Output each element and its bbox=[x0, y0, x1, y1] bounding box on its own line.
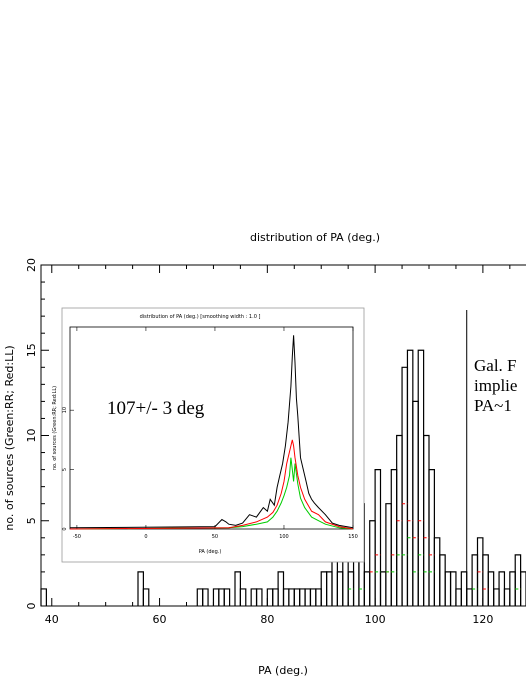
histogram-bar bbox=[444, 571, 452, 606]
histogram-bar bbox=[282, 588, 290, 606]
inset-plot-area: distribution of PA (deg.) [smoothing wid… bbox=[52, 307, 365, 563]
histogram-bar bbox=[202, 588, 209, 606]
histogram-bar bbox=[326, 571, 333, 606]
histogram-bar bbox=[293, 588, 301, 606]
galactic-note-line: Gal. F bbox=[474, 356, 517, 375]
histogram-bar bbox=[406, 349, 414, 606]
histogram-bar bbox=[449, 571, 457, 606]
histogram-bar bbox=[212, 588, 220, 606]
inset-x-tick-label: 50 bbox=[212, 534, 218, 540]
histogram-bar bbox=[401, 366, 409, 606]
histogram-bar bbox=[288, 588, 295, 606]
histogram-bar bbox=[315, 588, 322, 606]
histogram-bar bbox=[218, 588, 225, 606]
main-x-tick-label: 60 bbox=[153, 613, 167, 626]
histogram-bar bbox=[455, 588, 462, 606]
inset-x-tick-label: 100 bbox=[279, 534, 289, 540]
histogram-bar bbox=[266, 588, 274, 606]
histogram-bar bbox=[137, 571, 144, 606]
inset-y-axis-label: no. of sources (Green:RR; Red:LL) bbox=[52, 386, 58, 470]
histogram-bar bbox=[272, 588, 279, 606]
main-y-tick-label: 5 bbox=[25, 517, 38, 524]
histogram-bar bbox=[390, 469, 398, 606]
inset-title: distribution of PA (deg.) [smoothing wid… bbox=[140, 314, 261, 320]
inset-y-tick-label: 5 bbox=[62, 468, 68, 471]
inset-y-tick-label: 0 bbox=[62, 527, 68, 530]
histogram-bar bbox=[433, 537, 441, 606]
histogram-bar bbox=[498, 571, 506, 606]
main-x-axis-label: PA (deg.) bbox=[258, 664, 308, 677]
histogram-bar bbox=[520, 571, 526, 606]
inset-x-tick-label: -50 bbox=[73, 534, 81, 540]
histogram-bar bbox=[299, 588, 306, 606]
histogram-bar bbox=[369, 520, 376, 606]
inset-y-tick-label: 10 bbox=[62, 407, 68, 413]
histogram-bar bbox=[466, 588, 473, 606]
histogram-bar bbox=[336, 571, 344, 606]
histogram-bar bbox=[428, 469, 435, 606]
histogram-bar bbox=[379, 571, 387, 606]
histogram-bar bbox=[493, 588, 500, 606]
inset-rr-line bbox=[69, 457, 354, 530]
histogram-bar bbox=[460, 571, 468, 606]
histogram-bar bbox=[363, 571, 371, 606]
histogram-bar bbox=[417, 349, 425, 606]
histogram-bar bbox=[223, 588, 231, 606]
histogram-bar bbox=[439, 554, 446, 606]
main-y-tick-label: 20 bbox=[25, 258, 38, 272]
inset-total-line bbox=[69, 335, 354, 529]
histogram-bar bbox=[234, 571, 241, 606]
main-y-axis-label: no. of sources (Green:RR; Red:LL) bbox=[3, 345, 16, 530]
histogram-bar bbox=[196, 588, 204, 606]
main-y-tick-label: 10 bbox=[25, 429, 38, 443]
main-chart-title: distribution of PA (deg.) bbox=[250, 231, 380, 244]
main-x-tick-label: 40 bbox=[45, 613, 59, 626]
galactic-note-line: implie bbox=[474, 376, 517, 395]
histogram-bar bbox=[514, 554, 522, 606]
main-x-tick-label: 100 bbox=[365, 613, 386, 626]
histogram-bar bbox=[471, 554, 479, 606]
histogram-bar bbox=[412, 400, 419, 606]
inset-annotation: 107+/- 3 deg bbox=[107, 398, 205, 419]
inset-x-tick-label: 150 bbox=[348, 534, 358, 540]
main-y-tick-label: 0 bbox=[25, 603, 38, 610]
histogram-bar bbox=[509, 571, 516, 606]
histogram-bar bbox=[423, 434, 430, 606]
histogram-bar bbox=[342, 554, 349, 606]
main-y-tick-label: 15 bbox=[25, 343, 38, 357]
histogram-bar bbox=[277, 571, 285, 606]
inset-x-axis-label: PA (deg.) bbox=[199, 549, 222, 555]
galactic-note-line: PA~1 bbox=[474, 396, 512, 415]
main-x-tick-label: 80 bbox=[260, 613, 274, 626]
histogram-bar bbox=[320, 571, 328, 606]
histogram-bar bbox=[309, 588, 317, 606]
inset-ll-line bbox=[69, 439, 354, 530]
histogram-bar bbox=[331, 554, 338, 606]
histogram-bar bbox=[482, 554, 489, 606]
histogram-bar bbox=[487, 571, 495, 606]
histogram-bar bbox=[142, 588, 150, 606]
main-x-tick-label: 120 bbox=[472, 613, 493, 626]
histogram-bar bbox=[374, 469, 382, 606]
inset-x-tick-label: 0 bbox=[144, 534, 147, 540]
inset-panel bbox=[61, 307, 365, 563]
histogram-bar bbox=[40, 588, 47, 606]
histogram-bar bbox=[255, 588, 263, 606]
inset-plot-frame bbox=[69, 326, 354, 530]
histogram-bar bbox=[304, 588, 312, 606]
histogram-bar bbox=[385, 503, 392, 606]
histogram-bar bbox=[503, 588, 511, 606]
histogram-bar bbox=[250, 588, 258, 606]
histogram-bar bbox=[239, 588, 247, 606]
